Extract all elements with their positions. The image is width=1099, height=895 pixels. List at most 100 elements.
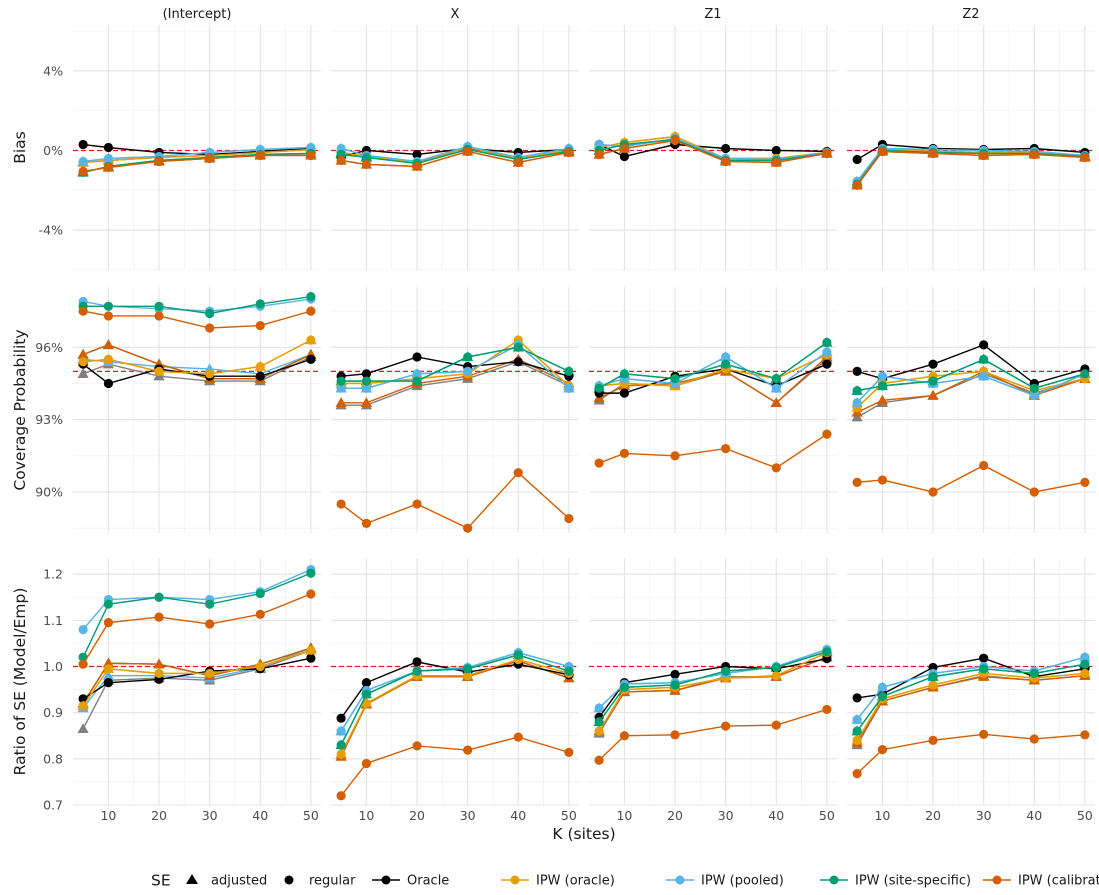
series-line-ipw-calibrated-regular <box>857 464 1086 493</box>
point-oracle-adjusted <box>77 723 89 734</box>
point-ipw-calibrated-regular <box>336 791 346 801</box>
series-layer <box>77 130 1091 801</box>
y-tick-label: 0.7 <box>43 798 63 813</box>
point-ipw-site-specific-regular <box>771 662 781 673</box>
point-ipw-pooled-regular <box>979 371 989 381</box>
point-ipw-site-specific-regular <box>255 588 265 599</box>
x-tick-label: 40 <box>252 808 268 823</box>
point-ipw-site-specific-regular <box>877 381 888 391</box>
point-ipw-site-specific-regular <box>336 740 346 750</box>
point-ipw-site-specific-regular <box>361 376 372 386</box>
point-ipw-calibrated-regular <box>103 162 114 173</box>
point-ipw-site-specific-regular <box>103 301 114 311</box>
point-ipw-calibrated-regular <box>771 463 781 473</box>
facet-label-intercept: (Intercept) <box>163 7 232 22</box>
point-ipw-oracle-regular <box>205 369 215 379</box>
point-ipw-site-specific-regular <box>255 299 265 309</box>
point-ipw-calibrated-regular <box>877 744 888 755</box>
point-ipw-oracle-regular <box>78 357 88 367</box>
series-line-ipw-pooled-adjusted <box>82 647 312 709</box>
point-ipw-oracle-regular <box>361 698 372 709</box>
series-line-ipw-calibrated-regular <box>598 433 828 469</box>
point-oracle-regular <box>103 142 114 153</box>
point-oracle-regular <box>979 340 989 350</box>
point-oracle-regular <box>822 359 832 369</box>
y-tick-label: 0.9 <box>43 705 63 720</box>
series-line-oracle-regular <box>340 661 570 719</box>
point-ipw-site-specific-regular <box>771 374 781 384</box>
point-ipw-oracle-regular <box>103 354 114 364</box>
point-ipw-pooled-regular <box>564 383 574 393</box>
point-ipw-calibrated-regular <box>361 518 372 528</box>
point-ipw-calibrated-adjusted <box>153 658 165 669</box>
point-ipw-calibrated-regular <box>564 513 574 524</box>
point-ipw-calibrated-regular <box>852 769 862 779</box>
y-tick-label: 1.0 <box>43 659 63 674</box>
point-ipw-calibrated-regular <box>822 704 832 715</box>
series-line-ipw-calibrated-adjusted <box>856 675 1085 744</box>
point-ipw-pooled-regular <box>721 352 731 362</box>
point-ipw-calibrated-regular <box>205 323 215 333</box>
point-ipw-site-specific-regular <box>1029 383 1039 393</box>
point-ipw-pooled-regular <box>412 369 422 379</box>
series-line-ipw-calibrated-regular <box>82 310 312 329</box>
point-ipw-oracle-regular <box>78 701 88 711</box>
point-ipw-site-specific-regular <box>513 342 523 352</box>
series-line-ipw-calibrated-adjusted <box>598 656 828 732</box>
x-tick-label: 20 <box>409 808 425 823</box>
point-oracle-regular <box>78 139 88 150</box>
point-ipw-site-specific-regular <box>513 650 523 660</box>
point-ipw-oracle-regular <box>103 664 114 674</box>
point-oracle-regular <box>78 694 88 704</box>
point-ipw-oracle-regular <box>154 668 164 679</box>
legend: SE adjusted regular Oracle IPW (oracle) IPW (… <box>151 872 1099 890</box>
point-ipw-pooled-regular <box>771 383 781 393</box>
point-ipw-site-specific-regular <box>877 691 888 702</box>
point-ipw-calibrated-regular <box>928 148 938 159</box>
series-line-ipw-calibrated-regular <box>340 736 570 797</box>
series-line-ipw-oracle-regular <box>82 649 312 707</box>
series-line-oracle-adjusted <box>340 660 570 755</box>
point-ipw-calibrated-regular <box>619 448 630 459</box>
x-tick-label: 40 <box>768 808 784 823</box>
series-line-ipw-site-specific-regular <box>82 572 312 658</box>
point-ipw-calibrated-regular <box>670 730 680 740</box>
point-ipw-calibrated-regular <box>255 609 265 619</box>
point-ipw-calibrated-adjusted <box>77 348 89 359</box>
point-ipw-calibrated-regular <box>336 499 346 509</box>
point-ipw-calibrated-regular <box>154 311 164 321</box>
legend-key-regular <box>284 875 294 885</box>
point-oracle-regular <box>979 653 989 663</box>
x-tick-label: 10 <box>100 808 116 823</box>
point-ipw-calibrated-regular <box>564 147 574 158</box>
series-line-ipw-calibrated-regular <box>856 733 1085 775</box>
point-ipw-calibrated-regular <box>1029 734 1039 744</box>
point-ipw-pooled-regular <box>852 398 862 408</box>
series-line-ipw-oracle-adjusted <box>856 672 1085 741</box>
legend-label-ipw-calibrated: IPW (calibrated) <box>1018 874 1099 889</box>
point-oracle-regular <box>852 154 862 165</box>
point-ipw-calibrated-regular <box>1080 152 1090 163</box>
series-line-oracle-regular <box>598 143 827 158</box>
y-tick-label: 1.2 <box>43 567 63 582</box>
x-tick-label: 10 <box>874 808 890 823</box>
point-ipw-site-specific-regular <box>306 292 316 302</box>
point-ipw-site-specific-regular <box>463 664 473 674</box>
series-line-ipw-calibrated-adjusted <box>341 358 570 404</box>
point-ipw-calibrated-regular <box>619 731 630 741</box>
y-tick-label: 1.1 <box>43 613 63 628</box>
point-ipw-site-specific-regular <box>979 664 989 674</box>
point-ipw-oracle-regular <box>771 671 781 681</box>
point-ipw-pooled-regular <box>877 682 888 692</box>
point-oracle-regular <box>306 653 316 663</box>
series-line-ipw-calibrated-adjusted <box>82 344 312 380</box>
point-ipw-calibrated-regular <box>361 758 372 769</box>
point-ipw-calibrated-regular <box>852 477 862 487</box>
series-line-ipw-pooled-adjusted <box>83 353 312 375</box>
legend-label-adjusted: adjusted <box>211 874 267 889</box>
point-ipw-calibrated-regular <box>877 475 888 485</box>
x-tick-label: 40 <box>510 808 526 823</box>
series-line-ipw-oracle-regular <box>598 652 828 732</box>
point-ipw-calibrated-regular <box>78 166 88 177</box>
point-ipw-calibrated-adjusted <box>335 397 347 407</box>
